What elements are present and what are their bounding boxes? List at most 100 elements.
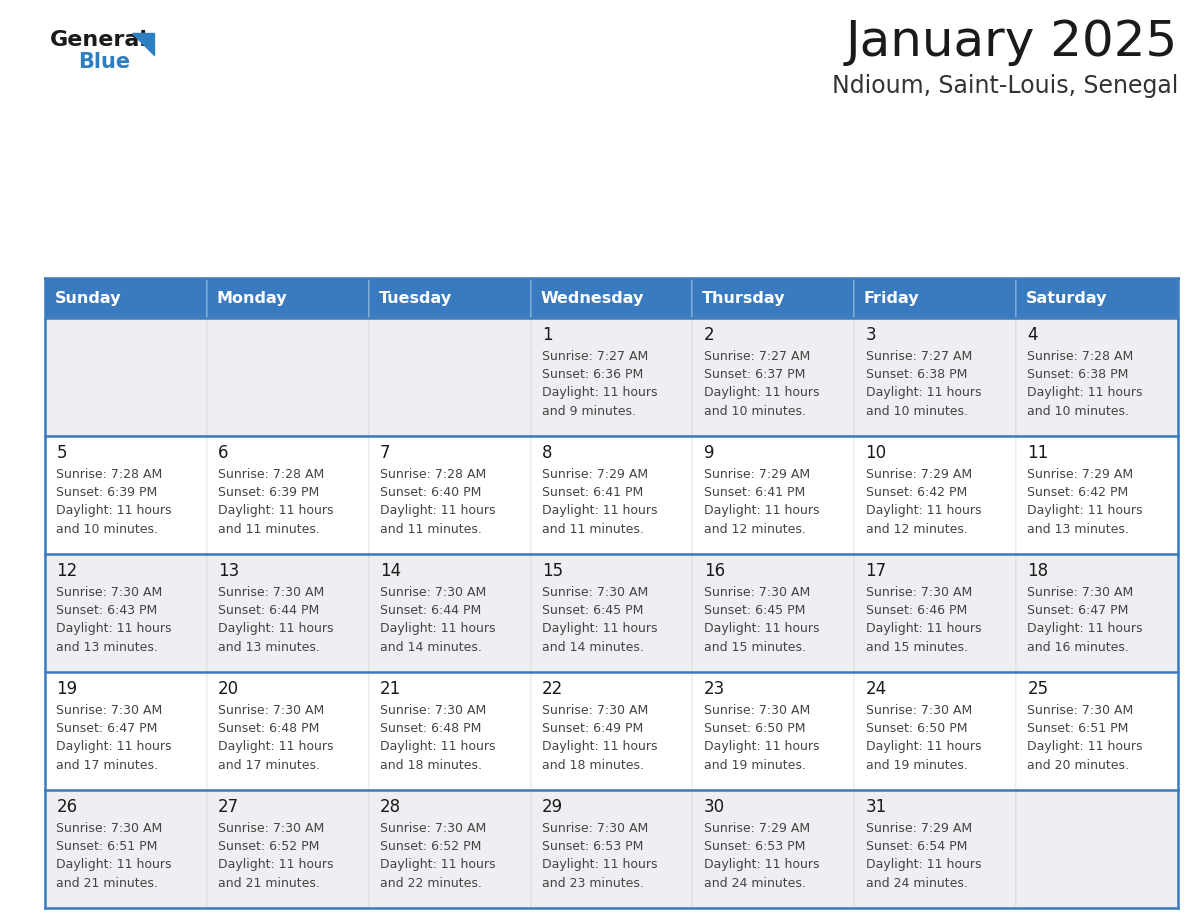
Polygon shape: [132, 33, 154, 55]
Text: and 18 minutes.: and 18 minutes.: [380, 759, 482, 772]
Text: Daylight: 11 hours: Daylight: 11 hours: [380, 741, 495, 754]
Text: Sunset: 6:54 PM: Sunset: 6:54 PM: [866, 840, 967, 853]
Bar: [1016, 278, 1178, 318]
Text: 19: 19: [56, 680, 77, 699]
Text: and 13 minutes.: and 13 minutes.: [219, 641, 320, 654]
Bar: [693, 436, 854, 554]
Bar: [368, 318, 531, 436]
Text: and 11 minutes.: and 11 minutes.: [219, 522, 320, 536]
Text: and 22 minutes.: and 22 minutes.: [380, 877, 482, 890]
Bar: [45, 554, 207, 672]
Bar: [368, 554, 531, 672]
Text: Daylight: 11 hours: Daylight: 11 hours: [542, 504, 657, 518]
Text: and 9 minutes.: and 9 minutes.: [542, 405, 636, 418]
Bar: [45, 790, 207, 908]
Text: 13: 13: [219, 562, 240, 580]
Text: 9: 9: [703, 444, 714, 463]
Text: Daylight: 11 hours: Daylight: 11 hours: [866, 504, 981, 518]
Text: Daylight: 11 hours: Daylight: 11 hours: [1028, 504, 1143, 518]
Text: Sunrise: 7:30 AM: Sunrise: 7:30 AM: [380, 586, 486, 599]
Text: Sunrise: 7:30 AM: Sunrise: 7:30 AM: [219, 586, 324, 599]
Text: Daylight: 11 hours: Daylight: 11 hours: [56, 504, 172, 518]
Text: 28: 28: [380, 799, 402, 816]
Bar: [368, 672, 531, 790]
Text: Sunrise: 7:30 AM: Sunrise: 7:30 AM: [542, 704, 649, 717]
Bar: [531, 318, 693, 436]
Text: Thursday: Thursday: [702, 290, 785, 306]
Bar: [854, 318, 1016, 436]
Text: Sunrise: 7:30 AM: Sunrise: 7:30 AM: [542, 586, 649, 599]
Bar: [854, 436, 1016, 554]
Bar: [1016, 318, 1178, 436]
Text: 16: 16: [703, 562, 725, 580]
Text: 17: 17: [866, 562, 886, 580]
Text: Sunrise: 7:28 AM: Sunrise: 7:28 AM: [219, 468, 324, 481]
Text: Sunset: 6:42 PM: Sunset: 6:42 PM: [1028, 487, 1129, 499]
Text: and 20 minutes.: and 20 minutes.: [1028, 759, 1130, 772]
Text: Sunset: 6:43 PM: Sunset: 6:43 PM: [56, 604, 158, 617]
Text: Daylight: 11 hours: Daylight: 11 hours: [703, 504, 820, 518]
Text: Daylight: 11 hours: Daylight: 11 hours: [1028, 386, 1143, 399]
Text: Blue: Blue: [78, 52, 131, 72]
Bar: [368, 436, 531, 554]
Text: 3: 3: [866, 326, 877, 344]
Text: and 11 minutes.: and 11 minutes.: [380, 522, 482, 536]
Bar: [693, 318, 854, 436]
Bar: [207, 554, 368, 672]
Text: Sunrise: 7:30 AM: Sunrise: 7:30 AM: [219, 822, 324, 834]
Text: Sunrise: 7:30 AM: Sunrise: 7:30 AM: [703, 704, 810, 717]
Text: Daylight: 11 hours: Daylight: 11 hours: [219, 858, 334, 871]
Text: Daylight: 11 hours: Daylight: 11 hours: [703, 741, 820, 754]
Text: Daylight: 11 hours: Daylight: 11 hours: [1028, 622, 1143, 635]
Text: Saturday: Saturday: [1026, 290, 1107, 306]
Bar: [531, 554, 693, 672]
Text: 22: 22: [542, 680, 563, 699]
Text: and 10 minutes.: and 10 minutes.: [1028, 405, 1130, 418]
Text: 15: 15: [542, 562, 563, 580]
Text: Daylight: 11 hours: Daylight: 11 hours: [219, 622, 334, 635]
Text: Sunrise: 7:30 AM: Sunrise: 7:30 AM: [1028, 704, 1133, 717]
Text: and 19 minutes.: and 19 minutes.: [866, 759, 967, 772]
Text: Sunrise: 7:29 AM: Sunrise: 7:29 AM: [703, 822, 810, 834]
Bar: [693, 554, 854, 672]
Text: 20: 20: [219, 680, 239, 699]
Text: Sunset: 6:52 PM: Sunset: 6:52 PM: [380, 840, 481, 853]
Text: 2: 2: [703, 326, 714, 344]
Text: Sunrise: 7:28 AM: Sunrise: 7:28 AM: [380, 468, 486, 481]
Text: Daylight: 11 hours: Daylight: 11 hours: [380, 858, 495, 871]
Text: Sunset: 6:42 PM: Sunset: 6:42 PM: [866, 487, 967, 499]
Text: Daylight: 11 hours: Daylight: 11 hours: [703, 858, 820, 871]
Text: and 17 minutes.: and 17 minutes.: [219, 759, 321, 772]
Text: 21: 21: [380, 680, 402, 699]
Bar: [368, 790, 531, 908]
Bar: [854, 790, 1016, 908]
Text: and 17 minutes.: and 17 minutes.: [56, 759, 158, 772]
Text: 26: 26: [56, 799, 77, 816]
Text: Daylight: 11 hours: Daylight: 11 hours: [380, 622, 495, 635]
Text: 10: 10: [866, 444, 886, 463]
Text: Daylight: 11 hours: Daylight: 11 hours: [56, 741, 172, 754]
Bar: [207, 318, 368, 436]
Bar: [531, 436, 693, 554]
Text: Daylight: 11 hours: Daylight: 11 hours: [866, 386, 981, 399]
Text: Sunset: 6:41 PM: Sunset: 6:41 PM: [703, 487, 805, 499]
Text: Sunset: 6:41 PM: Sunset: 6:41 PM: [542, 487, 643, 499]
Bar: [1016, 672, 1178, 790]
Text: and 12 minutes.: and 12 minutes.: [866, 522, 967, 536]
Text: 25: 25: [1028, 680, 1049, 699]
Text: Sunrise: 7:30 AM: Sunrise: 7:30 AM: [380, 704, 486, 717]
Text: Sunrise: 7:27 AM: Sunrise: 7:27 AM: [542, 350, 649, 363]
Bar: [531, 790, 693, 908]
Text: Sunrise: 7:30 AM: Sunrise: 7:30 AM: [703, 586, 810, 599]
Text: Sunset: 6:49 PM: Sunset: 6:49 PM: [542, 722, 643, 735]
Text: Sunrise: 7:30 AM: Sunrise: 7:30 AM: [219, 704, 324, 717]
Text: 24: 24: [866, 680, 886, 699]
Text: General: General: [50, 30, 148, 50]
Text: and 21 minutes.: and 21 minutes.: [56, 877, 158, 890]
Text: 14: 14: [380, 562, 402, 580]
Text: and 23 minutes.: and 23 minutes.: [542, 877, 644, 890]
Text: Sunrise: 7:30 AM: Sunrise: 7:30 AM: [866, 704, 972, 717]
Text: Sunset: 6:36 PM: Sunset: 6:36 PM: [542, 368, 643, 381]
Text: Sunset: 6:51 PM: Sunset: 6:51 PM: [1028, 722, 1129, 735]
Text: Daylight: 11 hours: Daylight: 11 hours: [219, 741, 334, 754]
